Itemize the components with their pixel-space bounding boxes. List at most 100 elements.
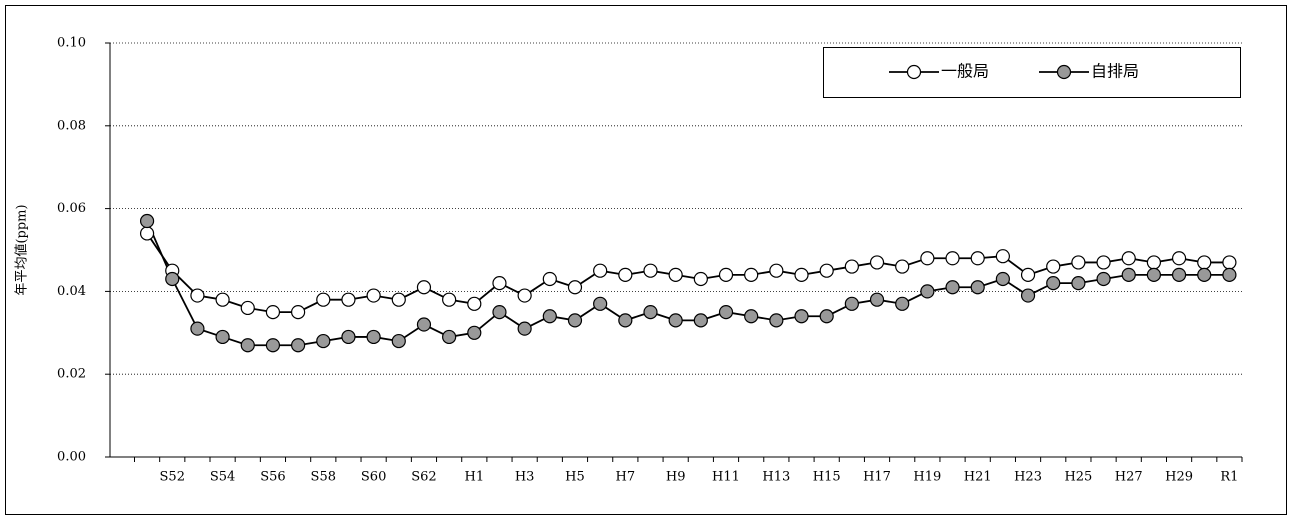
point	[1071, 276, 1086, 291]
point	[240, 300, 255, 316]
point	[995, 249, 1010, 264]
point	[316, 292, 331, 307]
legend-label: 一般局	[941, 62, 989, 81]
legend-marker	[1056, 64, 1072, 80]
x-tick-label: S56	[260, 470, 285, 485]
point	[869, 292, 885, 307]
point	[945, 251, 960, 266]
point	[970, 280, 985, 295]
y-tick-label: 0.00	[57, 450, 86, 465]
point	[1046, 276, 1061, 291]
point	[668, 313, 683, 328]
point	[366, 288, 381, 303]
point	[618, 313, 633, 328]
point	[844, 296, 859, 311]
point	[567, 280, 583, 295]
point	[744, 267, 759, 282]
legend-label: 自排局	[1091, 62, 1139, 81]
y-tick-label: 0.10	[57, 36, 86, 51]
point	[769, 313, 784, 328]
point	[593, 296, 608, 311]
point	[693, 271, 708, 287]
y-tick-label: 0.06	[57, 201, 86, 216]
legend-marker	[906, 64, 922, 80]
point	[1020, 288, 1036, 303]
point	[265, 305, 281, 320]
point	[542, 309, 557, 324]
y-axis-label: 年平均値(ppm)	[14, 204, 30, 295]
point	[265, 338, 281, 353]
x-tick-label: S60	[361, 470, 386, 485]
point	[492, 276, 507, 291]
x-tick-label: R1	[1220, 470, 1238, 485]
point	[467, 296, 482, 311]
x-tick-label: H1	[464, 470, 484, 485]
point	[1171, 267, 1187, 282]
point	[542, 271, 557, 287]
point	[291, 338, 306, 353]
point	[442, 292, 457, 307]
point	[492, 305, 507, 320]
point	[240, 338, 255, 353]
x-tick-label: S52	[160, 470, 185, 485]
point	[1222, 255, 1237, 270]
point	[416, 317, 432, 332]
x-tick-label: H3	[515, 470, 535, 485]
point	[517, 321, 532, 336]
point	[744, 309, 759, 324]
point	[895, 296, 910, 311]
x-tick-label: H29	[1165, 470, 1193, 485]
point	[995, 271, 1010, 287]
point	[895, 259, 910, 274]
point	[391, 333, 406, 349]
point	[1020, 267, 1036, 282]
point	[1222, 267, 1237, 282]
point	[1197, 255, 1212, 270]
x-tick-label: H7	[616, 470, 636, 485]
x-tick-label: S58	[311, 470, 336, 485]
x-tick-label: H23	[1014, 470, 1042, 485]
point	[718, 305, 734, 320]
point	[693, 313, 708, 328]
point	[215, 292, 230, 307]
x-tick-label: S54	[210, 470, 235, 485]
point	[567, 313, 583, 328]
point	[1121, 267, 1136, 282]
x-tick-label: H11	[712, 470, 740, 485]
point	[1121, 251, 1136, 266]
point	[1096, 255, 1111, 270]
point	[139, 226, 155, 241]
x-tick-label: S62	[411, 470, 436, 485]
point	[442, 329, 457, 345]
point	[794, 267, 809, 282]
point	[1171, 251, 1187, 266]
point	[1046, 259, 1061, 274]
point	[869, 255, 885, 270]
point	[341, 292, 356, 307]
x-tick-label: H19	[913, 470, 941, 485]
point	[1146, 267, 1162, 282]
point	[920, 284, 935, 299]
legend-box	[823, 47, 1241, 98]
point	[970, 251, 985, 266]
point	[718, 267, 734, 282]
point	[1146, 255, 1162, 270]
point	[819, 309, 834, 324]
point	[643, 305, 658, 320]
x-tick-label: H27	[1115, 470, 1143, 485]
point	[190, 288, 205, 303]
x-tick-label: H25	[1064, 470, 1092, 485]
point	[165, 271, 180, 287]
point	[643, 263, 658, 278]
point	[391, 292, 406, 307]
point	[618, 267, 633, 282]
point	[945, 280, 960, 295]
x-tick-label: H5	[565, 470, 585, 485]
point	[190, 321, 205, 336]
x-tick-label: H13	[762, 470, 790, 485]
x-tick-label: H17	[863, 470, 891, 485]
point	[1197, 267, 1212, 282]
point	[668, 267, 683, 282]
point	[215, 329, 230, 345]
